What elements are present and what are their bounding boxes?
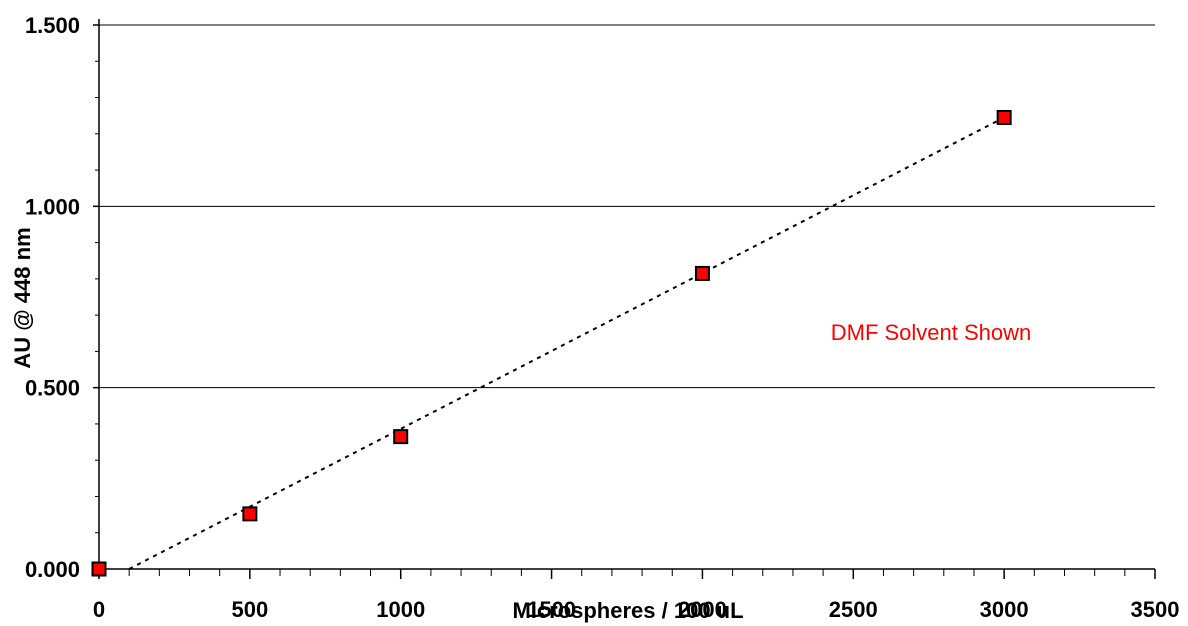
data-point [91, 561, 107, 577]
x-tick-label: 2000 [678, 597, 727, 622]
data-point [996, 109, 1012, 125]
y-tick-label: 1.500 [25, 13, 80, 38]
x-tick-label: 3000 [980, 597, 1029, 622]
y-tick-label: 1.000 [25, 194, 80, 219]
x-tick-label: 1500 [527, 597, 576, 622]
x-tick-label: 2500 [829, 597, 878, 622]
data-point [393, 429, 409, 445]
x-tick-label: 1000 [376, 597, 425, 622]
trendline-group [128, 116, 1005, 570]
data-point [242, 506, 258, 522]
tick-labels: 0.000 0.500 1.000 1.500 0 500 1000 1500 2000 2500… [25, 13, 1180, 622]
axes [98, 19, 1155, 570]
annotation-text: DMF Solvent Shown [831, 320, 1032, 345]
y-tick-label: 0.500 [25, 376, 80, 401]
y-tick-label: 0.000 [25, 557, 80, 582]
ticks [93, 24, 1156, 579]
data-points [91, 109, 1012, 577]
trendline [128, 116, 1005, 570]
x-axis-title: Microspheres / 100 uL [512, 598, 743, 623]
x-tick-label: 3500 [1131, 597, 1180, 622]
x-tick-label: 0 [93, 597, 105, 622]
x-tick-label: 500 [231, 597, 268, 622]
grid-lines [99, 24, 1155, 389]
data-point [694, 265, 710, 281]
y-axis-title: AU @ 448 nm [10, 227, 35, 368]
